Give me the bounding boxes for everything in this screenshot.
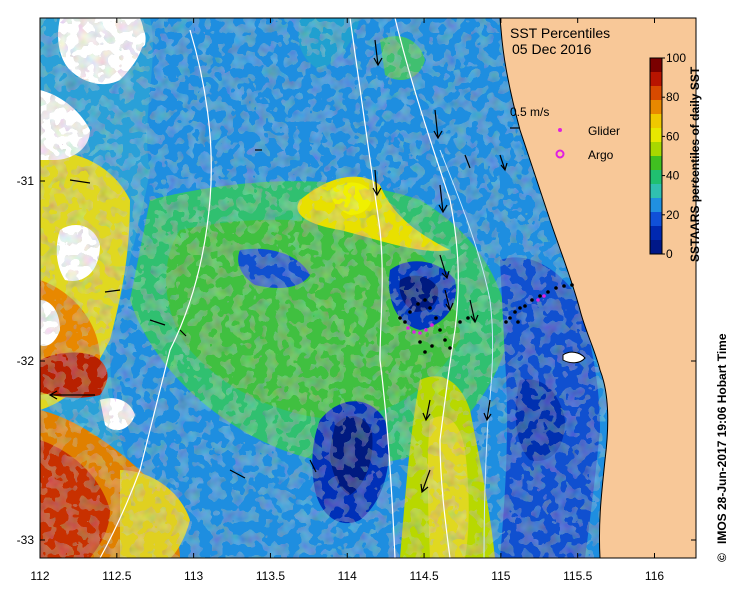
x-tick-label: 115.5 (563, 569, 592, 583)
copyright-symbol: © (715, 553, 729, 562)
map-title: SST Percentiles (510, 25, 610, 41)
x-tick-label: 114 (338, 569, 357, 583)
colorbar-swatch (650, 100, 662, 115)
colorbar-swatch (650, 198, 662, 213)
argo-legend-label: Argo (588, 148, 614, 162)
colorbar-swatch (650, 114, 662, 129)
argo-marker-icon (555, 149, 565, 159)
colorbar-swatch (650, 128, 662, 143)
y-tick-label: -32 (17, 354, 35, 368)
colorbar-tick-label: 0 (666, 247, 673, 261)
colorbar-label: SSTAARS percentiles of daily SST (688, 66, 702, 262)
x-tick-label: 116 (645, 569, 664, 583)
glider-legend-label: Glider (588, 124, 620, 138)
colorbar-tick-label: 80 (666, 90, 680, 104)
colorbar-tick-label: 20 (666, 208, 680, 222)
colorbar-swatch (650, 58, 662, 73)
colorbar-tick-label: 60 (666, 129, 680, 143)
x-tick-label: 114.5 (409, 569, 438, 583)
y-axis: -31 -32 -33 (17, 174, 696, 547)
colorbar-tick-label: 40 (666, 169, 680, 183)
colorbar-swatch (650, 184, 662, 199)
land-mass (500, 18, 696, 558)
colorbar-swatch (650, 226, 662, 241)
y-tick-label: -31 (17, 174, 35, 188)
colorbar-swatch (650, 240, 662, 255)
credit-text: IMOS 28-Jun-2017 19:06 Hobart Time (715, 333, 729, 544)
x-tick-label: 112.5 (102, 569, 131, 583)
colorbar-swatch (650, 170, 662, 185)
velocity-scale-label: 0.5 m/s (510, 105, 549, 119)
x-tick-label: 113 (184, 569, 203, 583)
x-tick-label: 113.5 (256, 569, 285, 583)
y-tick-label: -33 (17, 533, 35, 547)
colorbar-swatch (650, 142, 662, 157)
colorbar-swatch (650, 212, 662, 227)
glider-marker-icon (558, 128, 562, 132)
glider-track (398, 283, 574, 354)
velocity-arrows (48, 39, 508, 494)
x-tick-label: 115 (491, 569, 510, 583)
colorbar: 100 80 60 40 20 0 (649, 51, 686, 261)
colorbar-tick-label: 100 (666, 51, 686, 65)
glider-track-recent (406, 294, 546, 335)
plot-frame (39, 17, 697, 559)
x-axis: 112 112.5 113 113.5 114 114.5 115 115.5 116 (30, 18, 664, 583)
map-date: 05 Dec 2016 (512, 41, 592, 57)
colorbar-swatch (650, 156, 662, 171)
colorbar-swatch (650, 86, 662, 101)
bathymetry-contour (99, 29, 212, 558)
x-tick-label: 112 (30, 569, 49, 583)
colorbar-swatch (650, 72, 662, 87)
sst-field (40, 18, 696, 558)
